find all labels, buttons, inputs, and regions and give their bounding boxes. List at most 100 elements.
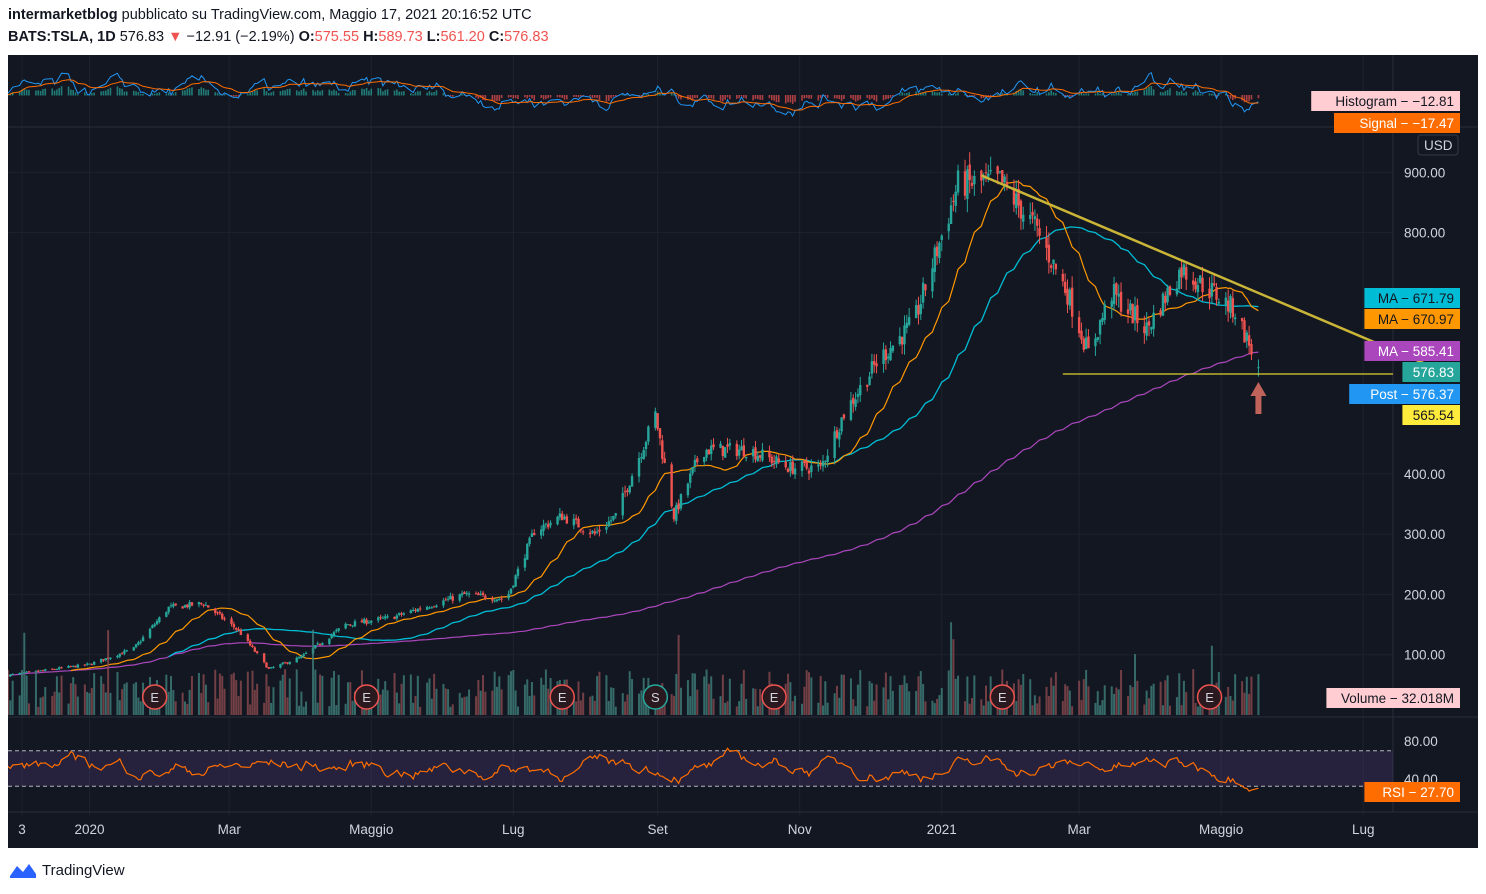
candle-body <box>884 349 888 361</box>
volume-bar <box>8 669 9 715</box>
volume-bar <box>321 675 324 715</box>
macd-bar <box>705 95 708 97</box>
candle-body <box>996 166 999 174</box>
volume-bar <box>465 696 468 715</box>
tradingview-brand[interactable]: TradingView <box>42 861 125 879</box>
volume-bar <box>267 686 270 715</box>
price-badge: Signal − −17.47 <box>1334 113 1460 133</box>
macd-bar <box>1050 90 1052 96</box>
macd-bar <box>885 95 887 100</box>
volume-bar <box>253 689 256 715</box>
candle-body <box>1231 298 1235 318</box>
candle-body <box>393 616 396 620</box>
volume-bar <box>1036 703 1039 715</box>
candle-body <box>803 460 806 464</box>
volume-bar <box>207 702 210 715</box>
volume-bar <box>696 689 699 715</box>
volume-bar <box>530 681 533 715</box>
volume-bar <box>1033 695 1036 715</box>
volume-bar <box>104 692 107 715</box>
macd-bar <box>899 94 901 96</box>
macd-bar <box>347 93 349 96</box>
macd-bar <box>575 95 577 97</box>
volume-bar <box>186 703 189 715</box>
chart-header-line2: BATS:TSLA, 1D 576.83 ▼ −12.91 (−2.19%) O… <box>8 29 549 45</box>
macd-bar <box>174 92 177 96</box>
candle-body <box>267 667 270 669</box>
volume-bar <box>852 699 855 715</box>
macd-bar <box>1020 89 1022 96</box>
candle-body <box>435 605 438 608</box>
macd-bar <box>286 89 289 96</box>
macd-bar <box>589 95 591 97</box>
price-badge: RSI − 27.70 <box>1364 782 1460 802</box>
candle-body <box>956 170 960 193</box>
macd-bar <box>368 90 370 96</box>
author-name[interactable]: intermarketblog <box>8 7 118 23</box>
candle-body <box>658 428 662 439</box>
candle-body <box>826 455 829 462</box>
published-text: pubblicato su TradingView.com, Maggio 17… <box>121 7 532 23</box>
candle-body <box>914 305 918 318</box>
macd-bar <box>91 93 93 96</box>
badge-background <box>1364 288 1460 308</box>
close-value: 576.83 <box>504 29 549 45</box>
chart-canvas[interactable]: E E E S E E E 100.00 200.00 300.00 400.00 800.00 900… <box>8 55 1478 848</box>
volume-bar <box>901 684 904 715</box>
macd-bar <box>361 88 363 96</box>
candle-body <box>1103 304 1106 320</box>
macd-bar <box>580 95 582 97</box>
volume-bar <box>628 671 631 715</box>
candle-body <box>116 655 119 658</box>
candle-body <box>1145 322 1148 336</box>
candle-body <box>1077 317 1081 334</box>
macd-bar <box>107 89 109 96</box>
candle-body <box>1015 193 1018 209</box>
volume-bar <box>202 674 205 715</box>
candle-body <box>279 664 282 668</box>
candle-body <box>805 461 808 469</box>
volume-bar <box>875 684 878 715</box>
candle-body <box>41 670 45 672</box>
volume-bar <box>167 691 170 715</box>
volume-bar <box>263 702 266 715</box>
time-tick-label: Mar <box>218 822 242 837</box>
candle-body <box>1096 337 1099 340</box>
candle-body <box>1047 244 1051 263</box>
macd-bar <box>1038 94 1041 96</box>
candle-body <box>856 394 860 397</box>
price-badge: MA − 585.41 <box>1364 341 1460 361</box>
volume-bar <box>468 689 471 715</box>
badge-background <box>1364 309 1460 329</box>
volume-bar <box>954 678 957 715</box>
volume-bar <box>39 697 42 715</box>
volume-bar <box>1127 696 1130 715</box>
candle-body <box>924 284 927 291</box>
candle-body <box>1052 259 1055 264</box>
macd-bar <box>1036 92 1039 96</box>
macd-bar <box>219 94 221 96</box>
candle-body <box>239 630 243 635</box>
event-label: S <box>651 690 660 705</box>
volume-bar <box>435 688 438 715</box>
candle-body <box>626 490 629 492</box>
candle-body <box>789 462 792 471</box>
volume-bar <box>118 700 121 715</box>
volume-bar <box>759 689 762 715</box>
candle-body <box>248 640 252 646</box>
macd-bar <box>787 95 789 103</box>
volume-bar <box>23 632 26 715</box>
volume-bar <box>1038 696 1041 715</box>
volume-bar <box>41 696 44 715</box>
macd-bar <box>761 95 764 100</box>
candle-body <box>710 445 713 455</box>
volume-bar <box>833 693 836 715</box>
candle-body <box>465 593 468 595</box>
candle-body <box>630 476 634 487</box>
macd-bar <box>540 95 543 99</box>
candle-body <box>542 524 545 531</box>
macd-bar <box>512 95 515 99</box>
candle-body <box>693 459 697 467</box>
candle-body <box>335 630 338 632</box>
candle-body <box>786 468 790 473</box>
